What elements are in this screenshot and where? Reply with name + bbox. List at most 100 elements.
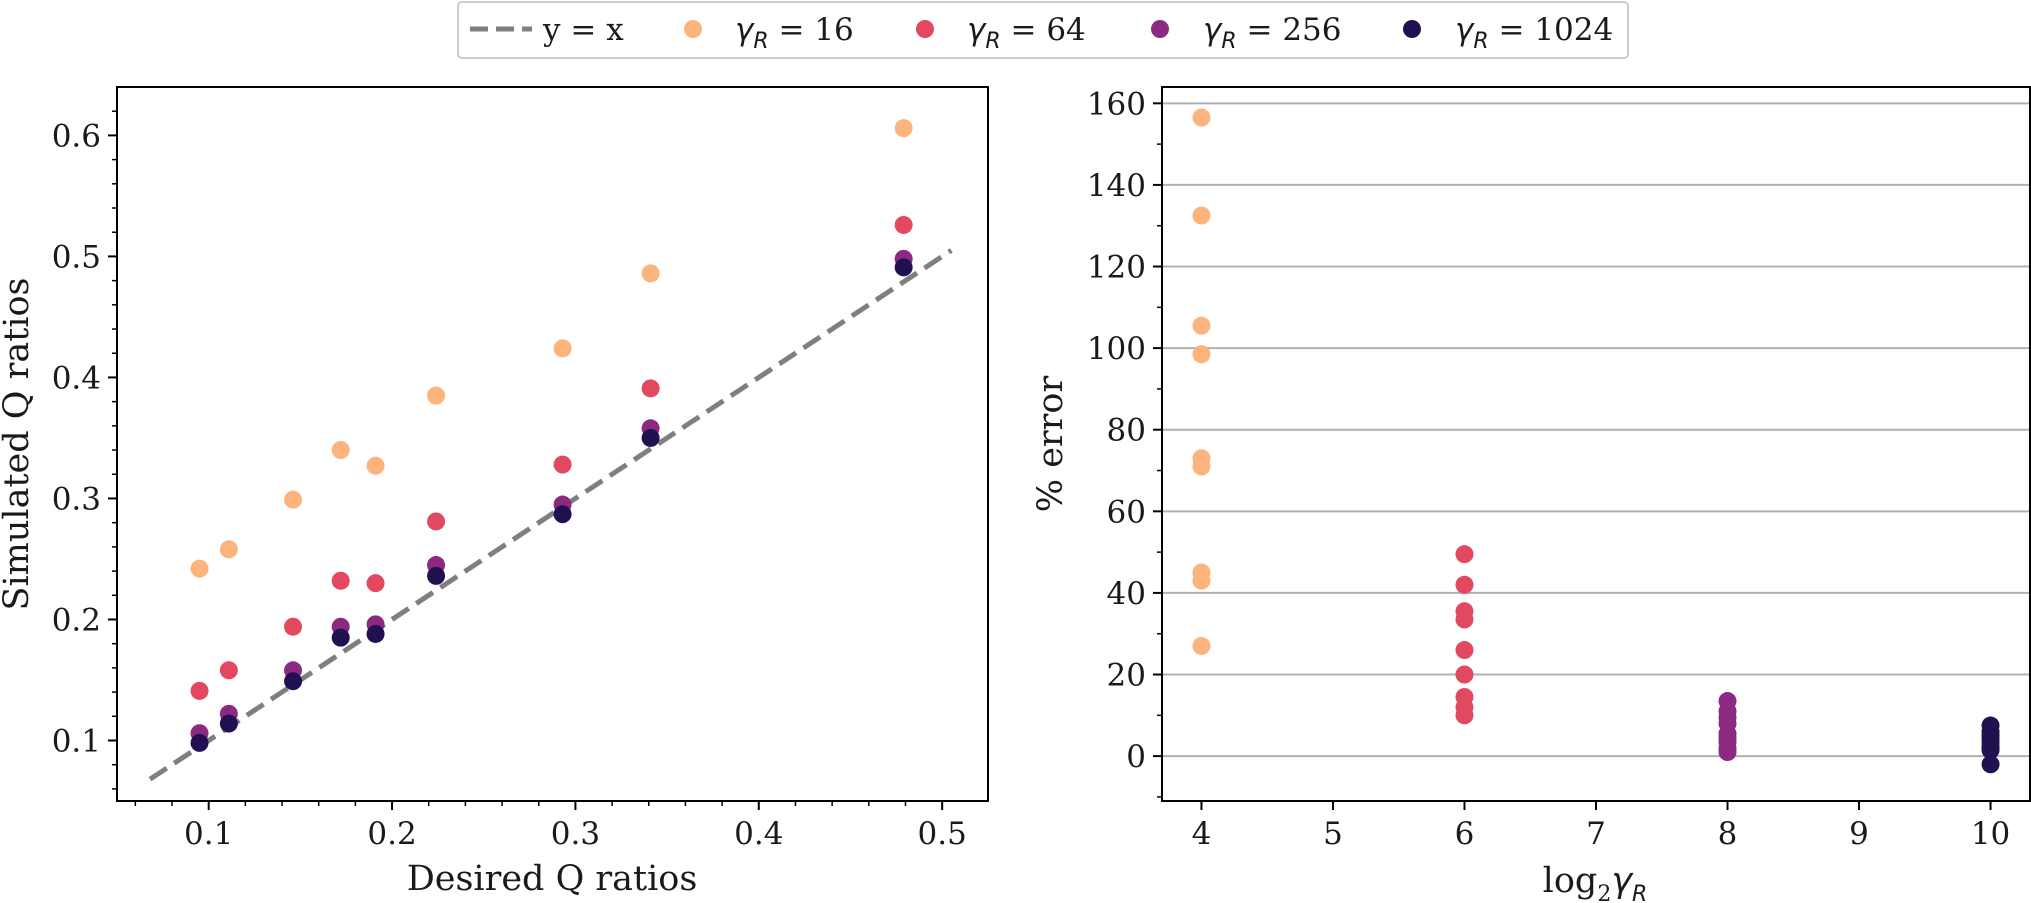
right-ylabel: % error: [1031, 376, 1071, 513]
left-ytick-label: 0.6: [52, 118, 101, 154]
legend: y = x γR = 16 γR = 64 γR = 256 γR = 1024: [457, 1, 1629, 59]
right-ytick-label: 0: [1126, 739, 1146, 775]
right-xtick-label: 7: [1586, 816, 1606, 852]
left-point-series-0: [331, 441, 350, 460]
legend-marker-swatch: [1403, 20, 1421, 38]
left-point-series-0: [894, 119, 913, 138]
right-point-series-1: [1455, 665, 1474, 684]
right-plot: 0 20 40 60 80 100 120 140 160 4 5 6 7 8 9 10 % error lo…: [1031, 86, 2031, 903]
right-point-series-1: [1455, 575, 1474, 594]
left-plot-frame: [116, 86, 989, 802]
left-ticks: 0.1 0.2 0.3 0.4 0.5 0.1 0.2 0.3 0.4 0.5 0.6: [52, 110, 967, 852]
right-ytick-label: 160: [1087, 86, 1146, 122]
legend-label: γR = 16: [735, 12, 854, 54]
left-ytick-label: 0.2: [52, 602, 101, 638]
right-xtick-label: 4: [1192, 816, 1212, 852]
left-point-series-3: [553, 505, 572, 524]
left-marks: [148, 119, 953, 782]
right-point-series-0: [1192, 345, 1211, 364]
left-point-series-3: [219, 714, 238, 733]
legend-label-rest: = 64: [1001, 12, 1086, 48]
legend-entry-0: y = x: [470, 12, 624, 48]
legend-label: y = x: [542, 12, 624, 48]
legend-label-sub: R: [1221, 29, 1236, 54]
left-point-series-1: [553, 455, 572, 474]
right-xtick-label: 5: [1323, 816, 1343, 852]
legend-entry-3: γR = 256: [1151, 12, 1342, 54]
right-point-series-1: [1455, 545, 1474, 564]
left-point-series-1: [190, 681, 209, 700]
right-ytick-label: 140: [1087, 168, 1146, 204]
left-ytick-label: 0.3: [52, 481, 101, 517]
left-xtick-label: 0.4: [734, 816, 783, 852]
right-point-series-1: [1455, 706, 1474, 725]
legend-entry-4: γR = 1024: [1403, 12, 1613, 54]
left-point-series-0: [366, 456, 385, 475]
legend-label-var: γ: [735, 12, 755, 48]
right-point-series-2: [1718, 743, 1737, 762]
legend-marker-swatch: [684, 20, 702, 38]
right-point-series-0: [1192, 206, 1211, 225]
reference-line-y-equals-x: [148, 248, 953, 782]
legend-label-sub: R: [753, 29, 768, 54]
legend-label-sub: R: [1473, 29, 1488, 54]
right-ytick-label: 60: [1107, 494, 1146, 530]
left-plot: 0.1 0.2 0.3 0.4 0.5 0.1 0.2 0.3 0.4 0.5 0.6 Desire…: [0, 86, 989, 899]
left-point-series-3: [190, 733, 209, 752]
left-point-series-0: [219, 540, 238, 559]
left-point-series-3: [641, 428, 660, 447]
right-ticks: 0 20 40 60 80 100 120 140 160 4 5 6 7 8 9 10: [1087, 86, 2010, 852]
legend-label-sub: R: [985, 29, 1000, 54]
legend-label: γR = 64: [967, 12, 1086, 54]
left-point-series-1: [219, 661, 238, 680]
legend-entry-2: γR = 64: [916, 12, 1086, 54]
left-point-series-3: [331, 628, 350, 647]
right-ytick-label: 40: [1107, 576, 1146, 612]
right-ytick-label: 100: [1087, 331, 1146, 367]
left-xtick-label: 0.3: [551, 816, 600, 852]
legend-label-rest: = 16: [769, 12, 854, 48]
legend-label-var: γ: [1203, 12, 1223, 48]
right-point-series-0: [1192, 108, 1211, 127]
legend-marker-swatch: [1151, 20, 1169, 38]
left-point-series-0: [190, 559, 209, 578]
left-point-series-1: [366, 574, 385, 593]
left-ytick-label: 0.5: [52, 239, 101, 275]
left-ytick-label: 0.1: [52, 723, 101, 759]
left-point-series-3: [284, 672, 303, 691]
right-ytick-label: 20: [1107, 658, 1146, 694]
legend-marker-swatch: [916, 20, 934, 38]
left-xtick-label: 0.1: [184, 816, 233, 852]
right-xtick-label: 6: [1455, 816, 1475, 852]
right-ytick-label: 80: [1107, 413, 1146, 449]
left-point-series-0: [284, 490, 303, 509]
right-grid: [1162, 102, 2030, 758]
right-point-series-1: [1455, 641, 1474, 660]
left-ylabel: Simulated Q ratios: [0, 278, 37, 611]
right-point-series-0: [1192, 571, 1211, 590]
legend-label-rest: = 1024: [1489, 12, 1614, 48]
legend-entry-1: γR = 16: [684, 12, 854, 54]
left-xtick-label: 0.2: [367, 816, 416, 852]
left-ytick-label: 0.4: [52, 360, 101, 396]
right-point-series-0: [1192, 636, 1211, 655]
right-xtick-label: 10: [1971, 816, 2010, 852]
left-xtick-label: 0.5: [918, 816, 967, 852]
legend-frame: [457, 1, 1629, 59]
legend-label: γR = 1024: [1455, 12, 1613, 54]
right-marks: [1192, 108, 2000, 774]
left-point-series-0: [427, 386, 446, 405]
right-xlabel: log2γR: [1543, 861, 1648, 903]
left-point-series-3: [894, 258, 913, 277]
legend-label: γR = 256: [1203, 12, 1342, 54]
left-point-series-0: [641, 264, 660, 283]
legend-label-rest: = 256: [1237, 12, 1342, 48]
left-point-series-1: [641, 379, 660, 398]
right-xtick-label: 8: [1718, 816, 1738, 852]
right-plot-frame: [1161, 86, 2031, 802]
right-point-series-3: [1981, 741, 2000, 759]
left-point-series-3: [366, 624, 385, 643]
right-point-series-1: [1455, 610, 1474, 629]
right-point-series-0: [1192, 457, 1211, 476]
